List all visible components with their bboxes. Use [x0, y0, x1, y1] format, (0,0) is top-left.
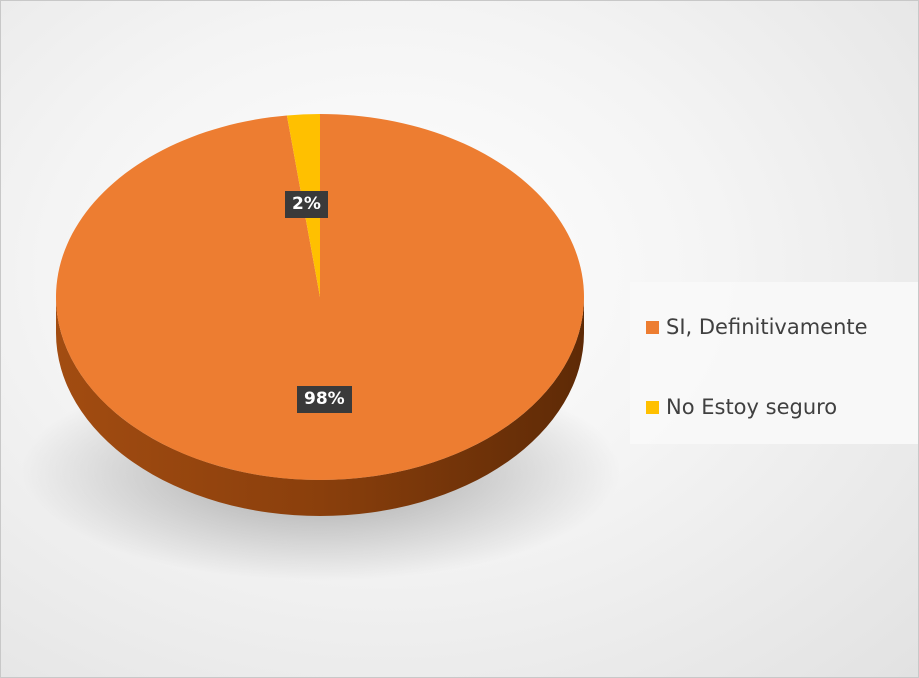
pie-slice-si [56, 114, 585, 480]
legend-swatch-si [646, 320, 659, 334]
legend-swatch-no-estoy-seguro [646, 400, 659, 414]
pie-side-wall [56, 297, 584, 516]
legend: SI, Definitivamente No Estoy seguro [630, 282, 918, 444]
data-label-si: 98% [297, 386, 352, 413]
legend-label-si: SI, Definitivamente [666, 315, 868, 339]
legend-item-si: SI, Definitivamente [646, 314, 868, 340]
data-label-no-estoy-seguro: 2% [285, 191, 328, 218]
legend-label-no-estoy-seguro: No Estoy seguro [666, 395, 838, 419]
legend-item-no-estoy-seguro: No Estoy seguro [646, 394, 837, 420]
